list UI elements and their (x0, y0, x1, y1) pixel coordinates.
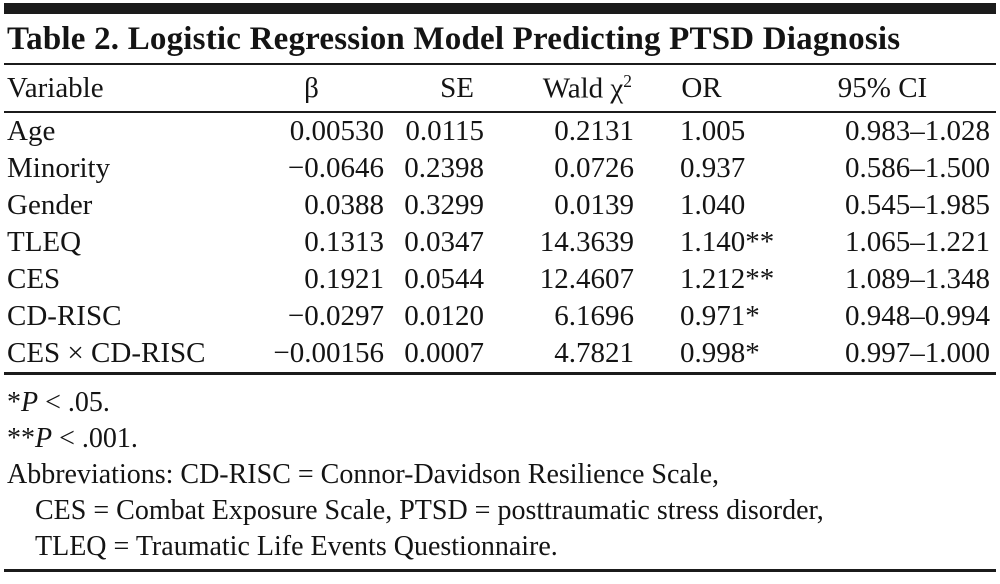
cell-confidence-interval: 0.545–1.985 (845, 189, 990, 221)
cell-wald: 0.0726 (554, 152, 634, 184)
cell-wald: 14.3639 (539, 226, 634, 258)
header-row: Variable β SE Wald χ2 OR 95% CI (4, 64, 996, 113)
footnote-text: < .05. (38, 387, 110, 418)
cell-beta: −0.0646 (287, 152, 384, 184)
footnote-marker: ** (7, 423, 35, 454)
cell-confidence-interval: 0.586–1.500 (845, 152, 990, 184)
table-row-ces: CES 0.1921 0.0544 12.4607 1.212** 1.089–… (4, 261, 996, 298)
p-value-symbol: P (21, 387, 39, 418)
cell-odds-ratio: 0.971* (634, 298, 769, 335)
cell-variable: TLEQ (7, 226, 82, 258)
cell-variable: CES (7, 263, 61, 295)
or-value: 0.937 (680, 152, 746, 184)
col-header-wald-chi-squared: Wald χ2 (484, 64, 634, 113)
top-rule-thick (4, 3, 996, 14)
cell-se: 0.3299 (404, 189, 484, 221)
footnote-significance-05: *P < .05. (7, 385, 996, 421)
or-significance-stars: ** (745, 226, 775, 258)
table-row-minority: Minority −0.0646 0.2398 0.0726 0.937 0.5… (4, 150, 996, 187)
cell-odds-ratio: 1.212** (634, 261, 774, 298)
cell-variable: CES × CD-RISC (7, 337, 206, 369)
footnote-text: < .001. (52, 423, 138, 454)
wald-chi-exponent: 2 (623, 70, 632, 91)
or-value: 1.040 (680, 189, 746, 221)
cell-se: 0.2398 (404, 152, 484, 184)
footnote-abbreviations-line3: TLEQ = Traumatic Life Events Questionnai… (35, 531, 558, 562)
cell-beta: 0.1313 (304, 226, 384, 258)
cell-se: 0.0120 (404, 300, 484, 332)
footnote-abbreviations-line1: Abbreviations: CD-RISC = Connor-Davidson… (7, 459, 720, 490)
cell-odds-ratio: 0.937 (634, 150, 769, 187)
table-footnotes: *P < .05. **P < .001. Abbreviations: CD-… (4, 375, 996, 565)
cell-wald: 6.1696 (554, 300, 634, 332)
cell-wald: 12.4607 (539, 263, 634, 295)
or-significance-stars: ** (745, 263, 775, 295)
cell-odds-ratio: 0.998* (634, 335, 769, 374)
cell-se: 0.0544 (404, 263, 484, 295)
table-row-gender: Gender 0.0388 0.3299 0.0139 1.040 0.545–… (4, 187, 996, 224)
p-value-symbol: P (35, 423, 53, 454)
or-significance-stars: * (745, 337, 760, 369)
col-header-variable: Variable (4, 64, 239, 113)
cell-variable: Age (7, 115, 56, 147)
cell-se: 0.0007 (404, 337, 484, 369)
col-header-confidence-interval: 95% CI (769, 64, 996, 113)
col-header-se: SE (384, 64, 484, 113)
cell-variable: Gender (7, 189, 93, 221)
or-value: 0.998 (680, 337, 746, 369)
cell-wald: 0.0139 (554, 189, 634, 221)
table-title: Table 2. Logistic Regression Model Predi… (7, 21, 901, 57)
cell-se: 0.0347 (404, 226, 484, 258)
cell-wald: 0.2131 (554, 115, 634, 147)
table-row-ces-x-cd-risc: CES × CD-RISC −0.00156 0.0007 4.7821 0.9… (4, 335, 996, 374)
wald-chi-label: Wald χ (542, 72, 624, 105)
or-value: 1.140 (680, 226, 746, 258)
cell-confidence-interval: 0.948–0.994 (845, 300, 990, 332)
cell-variable: CD-RISC (7, 300, 122, 332)
cell-beta: 0.00530 (289, 115, 384, 147)
bottom-rule (4, 569, 996, 572)
cell-odds-ratio: 1.005 (634, 112, 769, 150)
cell-confidence-interval: 0.997–1.000 (845, 337, 990, 369)
cell-beta: 0.0388 (304, 189, 384, 221)
cell-odds-ratio: 1.040 (634, 187, 769, 224)
footnote-marker: * (7, 387, 21, 418)
col-header-odds-ratio: OR (634, 64, 769, 113)
cell-confidence-interval: 1.089–1.348 (845, 263, 990, 295)
col-header-beta: β (239, 64, 384, 113)
footnote-abbreviations-line2: CES = Combat Exposure Scale, PTSD = post… (35, 495, 824, 526)
or-value: 1.005 (680, 115, 746, 147)
table-row-age: Age 0.00530 0.0115 0.2131 1.005 0.983–1.… (4, 112, 996, 150)
table-row-tleq: TLEQ 0.1313 0.0347 14.3639 1.140** 1.065… (4, 224, 996, 261)
cell-wald: 4.7821 (554, 337, 634, 369)
cell-odds-ratio: 1.140** (634, 224, 774, 261)
logistic-regression-table: Variable β SE Wald χ2 OR 95% CI Age 0.00… (4, 63, 996, 375)
or-value: 1.212 (680, 263, 746, 295)
or-value: 0.971 (680, 300, 746, 332)
or-significance-stars: * (745, 300, 760, 332)
cell-se: 0.0115 (405, 115, 484, 147)
cell-confidence-interval: 1.065–1.221 (845, 226, 990, 258)
cell-beta: 0.1921 (304, 263, 384, 295)
cell-beta: −0.0297 (287, 300, 384, 332)
table-row-cd-risc: CD-RISC −0.0297 0.0120 6.1696 0.971* 0.9… (4, 298, 996, 335)
cell-confidence-interval: 0.983–1.028 (845, 115, 990, 147)
cell-beta: −0.00156 (273, 337, 384, 369)
footnote-significance-001: **P < .001. (7, 421, 996, 457)
cell-variable: Minority (7, 152, 111, 184)
